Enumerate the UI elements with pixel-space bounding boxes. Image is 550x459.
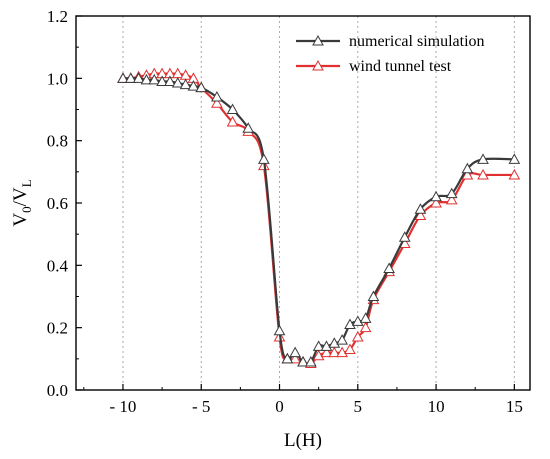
data-point-marker (242, 122, 255, 133)
legend-entry: wind tunnel test (296, 58, 452, 75)
series-layer (117, 67, 521, 369)
data-point-marker (304, 355, 317, 367)
data-point-marker (461, 168, 474, 180)
data-point-marker (297, 355, 309, 367)
data-point-marker (164, 75, 176, 86)
data-point-marker (414, 203, 427, 214)
y-tick-label: 0.2 (47, 319, 68, 338)
y-tick-label: 0.8 (47, 132, 68, 151)
series-line (122, 72, 515, 365)
plot-frame (75, 15, 531, 391)
axes: - 10 - 5 0 5 10 15 0.0 0.2 0.4 0.6 0.8 1.0 1.2 (47, 7, 523, 416)
x-tick-label: 10 (428, 397, 445, 416)
data-point-marker (258, 153, 270, 164)
data-point-marker (430, 190, 442, 202)
data-point-marker (359, 321, 372, 333)
data-point-marker (430, 196, 442, 208)
data-point-marker (320, 340, 333, 351)
legend-marker (312, 34, 324, 46)
data-point-marker (398, 231, 411, 242)
series-line (122, 77, 515, 365)
data-point-marker (351, 330, 364, 342)
data-point-marker (226, 103, 239, 114)
legend-entry: numerical simulation (296, 33, 485, 50)
data-point-marker (312, 340, 325, 351)
legend-label: wind tunnel test (349, 58, 452, 75)
data-point-marker (289, 346, 302, 358)
data-point-marker (328, 346, 341, 358)
y-axis-title-main: V (10, 213, 31, 227)
data-point-marker (328, 337, 341, 348)
data-point-marker (445, 187, 458, 199)
data-point-marker (187, 80, 200, 91)
data-point-marker (351, 315, 364, 326)
legend-marker (312, 59, 324, 71)
data-point-marker (477, 153, 489, 164)
data-point-marker (367, 290, 380, 301)
data-point-marker (156, 75, 168, 86)
y-tick-label: 1.2 (47, 7, 68, 26)
data-point-marker (320, 346, 333, 358)
data-point-marker (117, 72, 129, 83)
legend: numerical simulation wind tunnel test (296, 33, 485, 75)
x-tick-label: 15 (506, 397, 523, 416)
data-point-marker (336, 334, 348, 345)
y-axis-title: V0/VL (10, 179, 34, 226)
y-axis-title-subscript: L (19, 179, 34, 187)
data-point-marker (211, 97, 223, 108)
y-axis-title-separator: /V (10, 187, 31, 206)
data-point-marker (132, 72, 145, 83)
data-point-marker (171, 76, 184, 88)
data-point-marker (195, 81, 208, 93)
data-point-marker (383, 262, 395, 273)
data-point-marker (289, 352, 302, 364)
x-tick-label: - 10 (110, 397, 137, 416)
y-tick-label: 1.0 (47, 69, 68, 88)
y-tick-label: 0.4 (47, 256, 69, 275)
data-point-marker (312, 349, 325, 361)
x-tick-label: - 5 (192, 397, 210, 416)
data-point-marker (336, 346, 348, 358)
data-point-marker (140, 73, 153, 85)
data-point-marker (344, 343, 356, 354)
legend-label: numerical simulation (349, 33, 485, 50)
data-point-marker (124, 72, 137, 83)
data-point-marker (508, 153, 521, 164)
y-tick-label: 0.6 (47, 194, 68, 213)
data-point-marker (508, 168, 521, 180)
data-point-marker (226, 115, 239, 127)
data-point-marker (359, 312, 372, 323)
data-point-marker (179, 78, 192, 90)
series-wind-tunnel-test (117, 67, 521, 369)
data-point-marker (148, 73, 161, 85)
data-point-marker (344, 318, 356, 330)
y-axis-title-subscript: 0 (19, 206, 34, 213)
x-axis-title: L(H) (284, 430, 322, 451)
x-tick-label: 5 (354, 397, 363, 416)
data-point-marker (281, 352, 294, 364)
x-tick-label: 0 (275, 397, 284, 416)
data-point-marker (461, 162, 474, 174)
y-tick-label: 0.0 (47, 381, 68, 400)
data-point-marker (273, 324, 286, 336)
data-point-marker (211, 91, 223, 102)
data-point-marker (477, 168, 489, 180)
data-point-marker (445, 193, 458, 205)
series-numerical-simulation (117, 72, 521, 367)
